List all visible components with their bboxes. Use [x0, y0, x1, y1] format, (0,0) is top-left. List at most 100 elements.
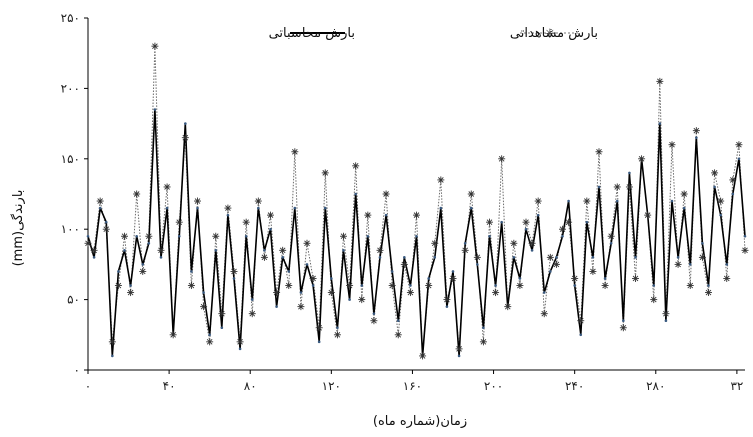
- computed-point: [232, 277, 236, 280]
- observed-point-marker: [321, 169, 329, 177]
- observed-point-marker: [151, 42, 159, 50]
- computed-point: [342, 249, 345, 252]
- computed-point: [609, 241, 613, 245]
- computed-point: [518, 277, 522, 280]
- observed-point-marker: [607, 232, 615, 240]
- computed-point: [469, 206, 473, 210]
- computed-point: [512, 256, 516, 259]
- observed-point-marker: [285, 282, 293, 290]
- legend-observed-star-icon: ✳: [545, 27, 556, 42]
- observed-point-marker: [346, 282, 354, 290]
- observed-point-marker: [589, 267, 597, 275]
- computed-point: [725, 263, 729, 266]
- observed-point-marker: [443, 296, 451, 304]
- computed-point: [275, 305, 278, 308]
- observed-point-marker: [498, 155, 506, 163]
- observed-point-marker: [552, 260, 560, 268]
- computed-point: [238, 347, 242, 351]
- observed-point-marker: [169, 331, 177, 339]
- computed-point: [719, 213, 722, 217]
- computed-point: [476, 263, 479, 266]
- observed-point-marker: [674, 260, 682, 268]
- observed-point-marker: [601, 282, 609, 290]
- computed-point: [542, 291, 546, 294]
- observed-point-marker: [698, 253, 706, 261]
- observed-point-marker: [200, 303, 208, 311]
- observed-point-marker: [139, 267, 147, 275]
- x-tick-label: ۱۲۰: [322, 379, 341, 393]
- computed-point: [743, 234, 747, 238]
- observed-point-marker: [315, 324, 323, 332]
- observed-point-marker: [279, 246, 287, 254]
- observed-point-marker: [632, 274, 639, 282]
- computed-point: [713, 185, 716, 189]
- computed-point: [177, 234, 181, 238]
- computed-point: [220, 326, 224, 330]
- computed-point: [731, 192, 735, 196]
- computed-point: [488, 234, 491, 238]
- observed-point-marker: [467, 190, 475, 198]
- observed-point-marker: [212, 232, 220, 240]
- computed-point: [737, 157, 741, 161]
- observed-point-marker: [364, 211, 372, 219]
- observed-point-marker: [638, 155, 646, 163]
- x-tick-label: ۲۴۰: [565, 379, 584, 393]
- computed-point: [652, 284, 656, 287]
- observed-point-marker: [522, 218, 530, 226]
- observed-point-marker: [619, 324, 627, 332]
- observed-point-marker: [157, 246, 165, 254]
- computed-point: [536, 213, 540, 217]
- x-tick-label: ۳۲: [730, 379, 743, 393]
- observed-point-marker: [382, 190, 390, 198]
- axes-layer: ۰ ۵۰ ۱۰۰ ۱۵۰ ۲۰۰ ۲۵۰ ۰ ۴۰ ۸۰ ۱۲۰ ۱۶۰ ۲۰۰ ۲۴۰ ۲۸۰ ۳۲: [61, 11, 745, 393]
- computed-point: [317, 340, 321, 344]
- observed-point-marker: [90, 246, 98, 254]
- observed-point-marker: [419, 352, 427, 360]
- computed-point: [494, 284, 497, 287]
- computed-point: [603, 277, 607, 280]
- observed-point-marker: [145, 232, 153, 240]
- observed-point-marker: [297, 303, 305, 311]
- computed-point: [561, 234, 564, 238]
- observed-point-marker: [230, 267, 238, 275]
- observed-point-marker: [668, 141, 676, 149]
- observed-point-marker: [705, 289, 712, 297]
- computed-point: [403, 256, 406, 259]
- computed-point: [409, 284, 412, 287]
- observed-point-marker: [358, 296, 366, 304]
- observed-point-marker: [206, 338, 214, 346]
- computed-point: [433, 256, 437, 259]
- observed-point-marker: [181, 134, 189, 142]
- computed-point: [451, 270, 455, 273]
- series-computed-line: [87, 108, 746, 357]
- observed-point-marker: [370, 317, 378, 325]
- observed-point-marker: [492, 289, 500, 297]
- observed-point-marker: [327, 289, 335, 297]
- computed-point: [360, 284, 364, 287]
- observed-point-marker: [534, 197, 542, 205]
- legend: ✳ بارش مشاهداتی بارش محاسباتی: [269, 26, 598, 42]
- computed-point: [263, 249, 266, 252]
- observed-point-marker: [273, 289, 281, 297]
- computed-point: [463, 241, 467, 245]
- computed-point: [311, 284, 315, 287]
- observed-point-marker: [662, 310, 670, 318]
- observed-point-marker: [121, 232, 128, 240]
- observed-point-marker: [437, 176, 445, 184]
- computed-point: [658, 122, 662, 125]
- observed-point-marker: [449, 274, 457, 282]
- y-tick-label: ۲۰۰: [61, 81, 80, 95]
- computed-point: [415, 234, 418, 238]
- observed-point-marker: [717, 197, 725, 205]
- computed-point: [111, 354, 114, 358]
- computed-point: [92, 256, 96, 259]
- observed-point-marker: [559, 225, 566, 233]
- observed-point-marker: [565, 218, 573, 226]
- observed-point-marker: [84, 239, 92, 247]
- observed-point-marker: [510, 239, 518, 247]
- computed-point: [305, 263, 309, 266]
- x-tick-label: ۴۰: [163, 379, 176, 393]
- observed-point-marker: [394, 331, 402, 339]
- computed-point: [524, 227, 528, 231]
- computed-point: [622, 319, 625, 323]
